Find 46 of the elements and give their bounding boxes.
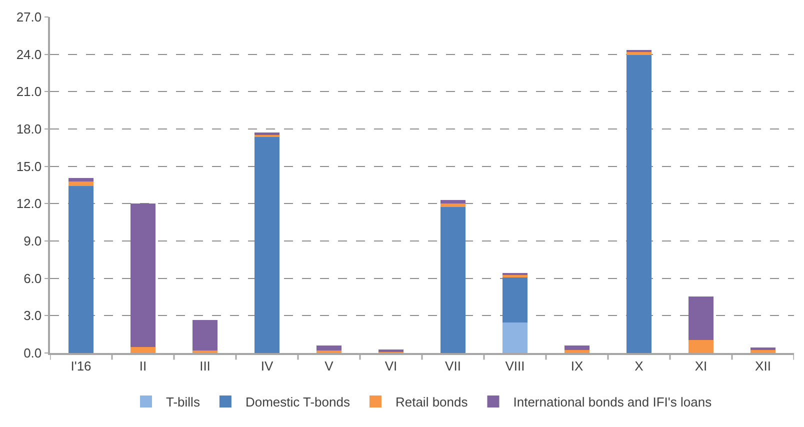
legend-label: T-bills <box>166 394 200 410</box>
y-tick-label: 9.0 <box>24 234 42 249</box>
bar <box>130 204 156 347</box>
bar <box>254 136 280 353</box>
y-tick-label: 15.0 <box>16 158 42 174</box>
x-tick-label: XII <box>755 358 771 374</box>
bar <box>440 200 466 204</box>
y-tick-label: 21.0 <box>16 84 42 100</box>
x-tick-label: XI <box>694 358 708 374</box>
bar <box>564 350 590 353</box>
y-tick-label: 6.0 <box>24 270 42 286</box>
bar <box>68 178 94 182</box>
x-tick-label: VII <box>445 358 461 374</box>
legend-label: International bonds and IFI's loans <box>513 394 712 410</box>
x-tick-label: V <box>324 358 334 374</box>
bar <box>440 206 466 353</box>
bar <box>440 204 466 207</box>
x-tick-label: I'16 <box>70 358 92 374</box>
legend-label: Retail bonds <box>395 394 468 410</box>
bar <box>316 346 342 351</box>
y-tick-label: 3.0 <box>24 308 42 324</box>
bar <box>130 346 156 353</box>
x-tick-label: III <box>200 358 210 374</box>
bar <box>564 346 590 350</box>
bar <box>502 322 528 353</box>
x-tick-label: IV <box>260 358 274 374</box>
x-tick-label: IX <box>570 358 584 374</box>
bar <box>502 278 528 323</box>
bar <box>254 132 280 136</box>
x-tick-label: X <box>634 358 644 374</box>
x-tick-label: VIII <box>505 358 525 374</box>
y-tick-label: 0.0 <box>24 346 42 361</box>
x-tick-label: II <box>139 358 147 374</box>
bar <box>688 296 714 340</box>
y-tick-label: 27.0 <box>16 10 42 25</box>
bar <box>626 54 652 353</box>
legend-label: Domestic T-bonds <box>245 394 350 410</box>
bar <box>688 340 714 353</box>
x-tick-label: VI <box>384 358 398 374</box>
y-tick-label: 18.0 <box>16 122 42 137</box>
y-tick-label: 12.0 <box>16 196 42 212</box>
y-tick-label: 24.0 <box>16 46 42 62</box>
bar <box>68 181 94 186</box>
bar <box>750 347 776 350</box>
bar <box>68 186 94 353</box>
bar <box>192 320 218 351</box>
